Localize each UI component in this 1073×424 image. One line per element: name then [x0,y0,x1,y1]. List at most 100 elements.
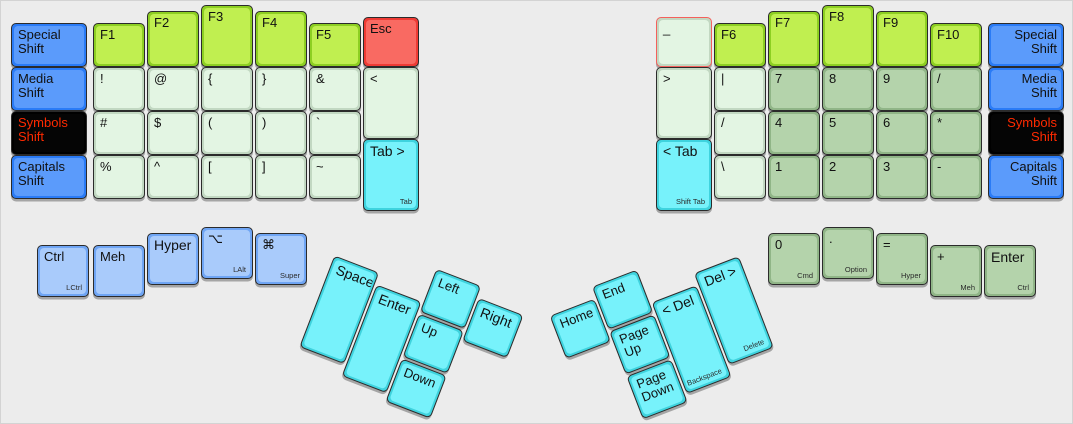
key-key[interactable]: ( [201,111,253,155]
key-legend-primary: F6 [721,27,737,42]
key-legend-primary: . [829,231,833,246]
key-key[interactable]: * [930,111,982,155]
key-capitals-shift[interactable]: Capitals Shift [988,155,1064,199]
key-key[interactable]: $ [147,111,199,155]
key-legend-primary: Capitals Shift [1010,159,1057,188]
key-key[interactable]: - [930,155,982,199]
key-key[interactable]: ! [93,67,145,111]
key-legend-primary: + [937,249,945,264]
keycap-face: < [366,70,416,136]
key-legend-secondary: Tab [399,197,412,206]
key-key[interactable]: ) [255,111,307,155]
key-special-shift[interactable]: Special Shift [11,23,87,67]
key-key[interactable]: | [714,67,766,111]
key-legend-primary: ] [262,159,266,174]
key-key[interactable]: ` [309,111,361,155]
keycap-face: \ [717,158,763,196]
key-f4[interactable]: F4 [255,11,307,67]
keycap-face: Esc [366,20,416,64]
key-hyper[interactable]: Hyper [147,233,199,285]
key-key[interactable]: & [309,67,361,111]
key-legend-primary: F8 [829,9,845,24]
keycap-face: - [933,158,979,196]
key-2[interactable]: 2 [822,155,874,199]
key-4[interactable]: 4 [768,111,820,155]
key-ctrl[interactable]: Enter Ctrl [984,245,1036,297]
key-key[interactable]: < [363,67,419,139]
key-key[interactable]: ^ [147,155,199,199]
key-9[interactable]: 9 [876,67,928,111]
key-legend-primary: ⌘ [262,237,275,252]
key-esc[interactable]: Esc [363,17,419,67]
key-option[interactable]: . Option [822,227,874,279]
key-symbols-shift[interactable]: Symbols Shift [988,111,1064,155]
key-media-shift[interactable]: Media Shift [988,67,1064,111]
key-legend-primary: 5 [829,115,837,130]
key-legend-secondary: Hyper [900,271,921,280]
key-f10[interactable]: F10 [930,23,982,67]
key-f5[interactable]: F5 [309,23,361,67]
keycap-face: | [717,70,763,108]
key-tab[interactable]: Tab > Tab [363,139,419,211]
key-f8[interactable]: F8 [822,5,874,67]
key-legend-primary: & [316,71,325,86]
key-6[interactable]: 6 [876,111,928,155]
key-key[interactable]: @ [147,67,199,111]
key-symbols-shift[interactable]: Symbols Shift [11,111,87,155]
keycap-face: Capitals Shift [14,158,84,196]
key-legend-primary: Page Down [634,366,676,405]
key-key[interactable]: # [93,111,145,155]
key-key[interactable]: / [930,67,982,111]
key-legend-primary: F4 [262,15,278,30]
key-key[interactable]: _ [656,17,712,67]
key-legend-primary: Tab > [370,143,405,159]
key-legend-primary: = [883,237,891,252]
key-key[interactable]: / [714,111,766,155]
key-key[interactable]: } [255,67,307,111]
key-capitals-shift[interactable]: Capitals Shift [11,155,87,199]
key-5[interactable]: 5 [822,111,874,155]
key-7[interactable]: 7 [768,67,820,111]
key-key[interactable]: { [201,67,253,111]
key-legend-primary: 1 [775,159,783,174]
key-hyper[interactable]: = Hyper [876,233,928,285]
key-super[interactable]: ⌘ Super [255,233,307,285]
keycap-face: 8 [825,70,871,108]
key-key[interactable]: ] [255,155,307,199]
key-3[interactable]: 3 [876,155,928,199]
key-f1[interactable]: F1 [93,23,145,67]
key-legend-primary: F9 [883,15,899,30]
key-legend-primary: | [721,71,725,86]
key-legend-secondary: Meh [960,283,975,292]
key-lctrl[interactable]: Ctrl LCtrl [37,245,89,297]
key-media-shift[interactable]: Media Shift [11,67,87,111]
key-f6[interactable]: F6 [714,23,766,67]
key-cmd[interactable]: 0 Cmd [768,233,820,285]
key-f3[interactable]: F3 [201,5,253,67]
key-legend-primary: 6 [883,115,891,130]
key-legend-primary: ) [262,115,267,130]
key-8[interactable]: 8 [822,67,874,111]
keycap-face: = Hyper [879,236,925,282]
key-key[interactable]: > [656,67,712,139]
key-meh[interactable]: + Meh [930,245,982,297]
key-key[interactable]: % [93,155,145,199]
key-key[interactable]: ~ [309,155,361,199]
key-f9[interactable]: F9 [876,11,928,67]
key-lalt[interactable]: ⌥ LAlt [201,227,253,279]
key-1[interactable]: 1 [768,155,820,199]
keycap-face: { [204,70,250,108]
keycap-face: Hyper [150,236,196,282]
key-key[interactable]: [ [201,155,253,199]
key-meh[interactable]: Meh [93,245,145,297]
key-legend-primary: 2 [829,159,837,174]
key-f2[interactable]: F2 [147,11,199,67]
keycap-face: F9 [879,14,925,64]
keycap-face: > [659,70,709,136]
key-tab[interactable]: < Tab Shift Tab [656,139,712,211]
key-legend-secondary: LAlt [233,265,246,274]
key-f7[interactable]: F7 [768,11,820,67]
key-special-shift[interactable]: Special Shift [988,23,1064,67]
key-key[interactable]: \ [714,155,766,199]
